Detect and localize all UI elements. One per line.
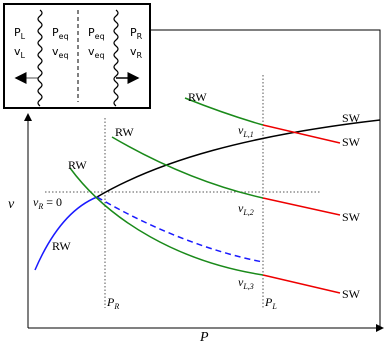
rw-curve [34,196,98,271]
rw-curve [111,136,264,199]
subscript: L [21,32,26,41]
symbol: v [238,275,244,289]
y-axis-label: v [8,197,15,212]
state-label: vL,1 [238,123,254,139]
sw-label: SW [342,210,361,224]
symbol: P [106,295,115,309]
symbol: P [52,26,59,39]
sw-label: SW [342,111,361,125]
subscript: R [137,32,143,41]
region-label: PR [130,26,143,41]
region-label: vR [130,45,143,60]
symbol: v [14,45,21,58]
symbol: v [33,195,39,209]
subscript: L,1 [242,130,253,139]
sw-curve [262,124,341,144]
state-label: vL,3 [238,275,254,291]
sw-curve [262,274,341,294]
sw-label: SW [342,287,361,301]
region-label: Peq [52,26,69,41]
wave-front [113,9,119,107]
subscript: eq [59,32,69,41]
sw-curve [96,119,381,198]
rw-curve-dashed [96,196,264,263]
frame [150,29,381,328]
sw-label: SW [342,135,361,149]
wave-front [37,9,43,107]
inset: PL vL Peq veq Peq veq PR vR [3,3,151,109]
symbol: P [88,26,95,39]
inset-box [3,3,151,109]
subscript: L,3 [242,282,253,291]
relation: = 0 [46,195,62,209]
initial-state-label: vR = 0 [33,195,62,211]
symbol: v [238,123,244,137]
subscript: eq [59,51,69,60]
sw-curve [262,197,341,216]
state-label: vL,2 [238,201,254,217]
rw-curve [69,167,264,276]
subscript: R [137,51,143,60]
rw-label: RW [52,239,71,253]
region-label: veq [52,45,69,60]
subscript: R [37,202,43,211]
subscript: L,2 [242,208,253,217]
x-axis-label: P [199,330,209,344]
rw-label: RW [188,90,207,104]
symbol: v [52,45,59,58]
symbol: v [88,45,95,58]
region-label: PL [14,26,26,41]
subscript: R [113,302,119,311]
pressure-marker: PR [106,295,119,311]
region-label: Peq [88,26,105,41]
symbol: P [264,295,273,309]
region-label: vL [14,45,26,60]
symbol: P [130,26,137,39]
rw-label: RW [115,125,134,139]
subscript: eq [95,32,105,41]
region-label: veq [88,45,105,60]
rw-label: RW [68,158,87,172]
pressure-marker: PL [264,295,277,311]
subscript: L [271,302,277,311]
symbol: v [238,201,244,215]
rw-curve [184,97,264,126]
symbol: P [14,26,21,39]
symbol: v [130,45,137,58]
subscript: eq [95,51,105,60]
subscript: L [21,51,26,60]
